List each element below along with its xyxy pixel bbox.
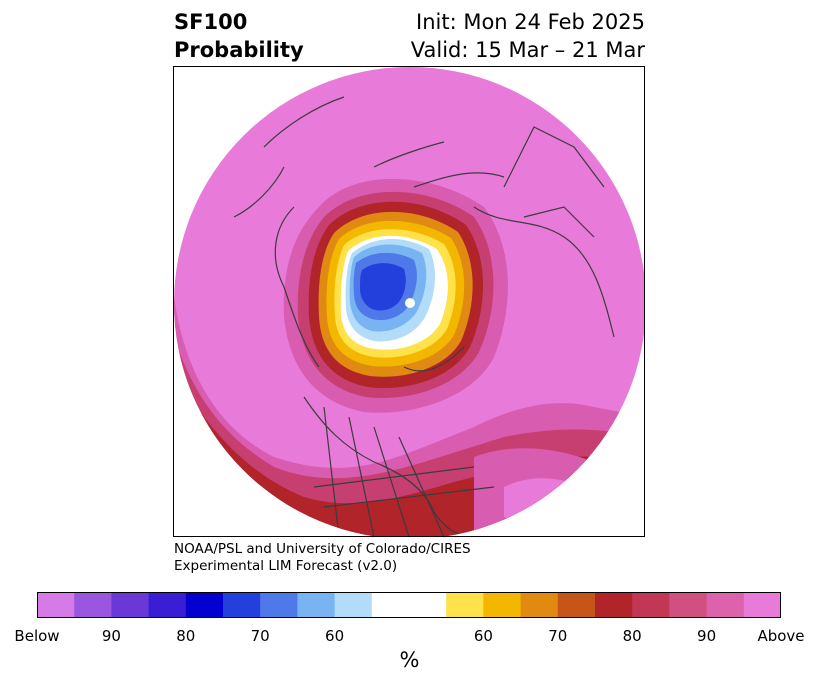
title-type: Probability (174, 38, 304, 62)
credit-text: NOAA/PSL and University of Colorado/CIRE… (174, 541, 471, 575)
colorbar-tick-label: 60 (473, 627, 493, 645)
colorbar-swatch (446, 592, 484, 618)
field-above-80-se (474, 448, 634, 536)
colorbar-swatch (743, 592, 781, 618)
colorbar-swatch (557, 592, 596, 618)
colorbar-swatch (334, 592, 373, 618)
colorbar-tick-label: 60 (325, 627, 345, 645)
colorbar-swatch (669, 592, 708, 618)
globe-disk (174, 67, 644, 536)
colorbar-swatch (185, 592, 224, 618)
colorbar (37, 592, 781, 618)
title-variable: SF100 (174, 10, 248, 34)
colorbar-unit: % (399, 648, 420, 672)
colorbar-swatch (148, 592, 187, 618)
colorbar-tick-label: 90 (101, 627, 121, 645)
credit-line-1: NOAA/PSL and University of Colorado/CIRE… (174, 541, 471, 557)
colorbar-border (37, 592, 781, 618)
colorbar-tick-label: 70 (250, 627, 270, 645)
colorbar-swatch (111, 592, 150, 618)
colorbar-tick-label: 80 (176, 627, 196, 645)
map-canvas (174, 67, 644, 536)
colorbar-swatch (74, 592, 112, 618)
colorbar-tick-label: 90 (697, 627, 717, 645)
valid-range: Valid: 15 Mar – 21 Mar (410, 38, 645, 62)
colorbar-tick-labels: Below 90 80 70 60 60 70 80 90 Above (0, 627, 819, 647)
colorbar-swatch (632, 592, 670, 618)
ring-below-90 (360, 263, 406, 311)
colorbar-swatch (706, 592, 745, 618)
colorbar-swatch (371, 592, 410, 618)
init-date: Init: Mon 24 Feb 2025 (416, 10, 645, 34)
colorbar-tick-label: Above (757, 627, 805, 645)
colorbar-swatch (260, 592, 298, 618)
colorbar-swatch (297, 592, 336, 618)
colorbar-tick-label: 70 (548, 627, 568, 645)
pole-gap (405, 298, 415, 308)
map-title: SF100 Probability (174, 8, 304, 64)
probability-map (173, 66, 645, 537)
colorbar-swatch (37, 592, 75, 618)
forecast-dates: Init: Mon 24 Feb 2025 Valid: 15 Mar – 21… (330, 8, 645, 64)
colorbar-swatch (520, 592, 559, 618)
colorbar-swatch (483, 592, 522, 618)
credit-line-2: Experimental LIM Forecast (v2.0) (174, 558, 398, 574)
colorbar-swatch (595, 592, 633, 618)
colorbar-swatch (223, 592, 261, 618)
coastlines (233, 96, 615, 536)
field-above-90-se (504, 478, 594, 526)
colorbar-swatch (409, 592, 447, 618)
colorbar-tick-label: 80 (622, 627, 642, 645)
colorbar-tick-label: Below (14, 627, 60, 645)
